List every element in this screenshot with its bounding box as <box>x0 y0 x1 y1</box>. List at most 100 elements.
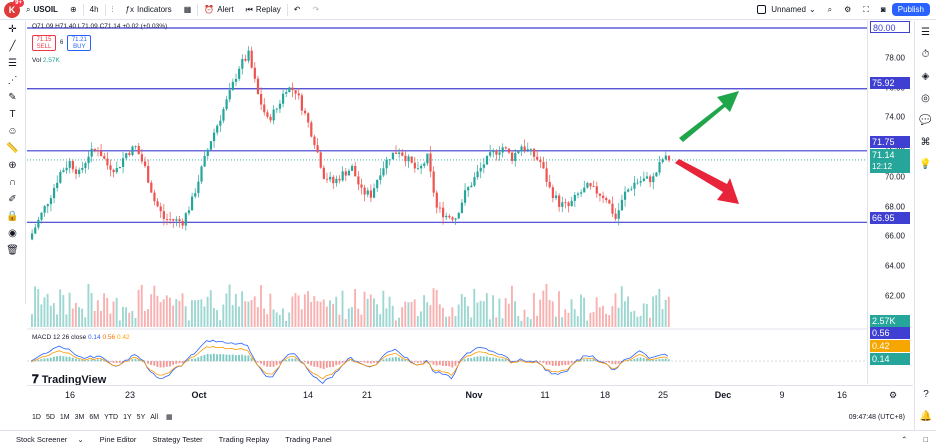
price-axis[interactable]: 62.0064.0066.0068.0070.0072.0074.0076.00… <box>867 21 913 384</box>
macd-histogram-bar <box>285 359 287 362</box>
magnet-icon[interactable]: ∩ <box>8 177 17 188</box>
eye-icon[interactable]: ◉ <box>8 228 17 239</box>
interval-button[interactable]: 4h <box>89 5 99 14</box>
lock-icon[interactable]: 🔒 <box>6 211 19 222</box>
candle-body <box>46 204 49 207</box>
snapshot-button[interactable]: ◙ <box>875 0 892 20</box>
publish-button[interactable]: Publish <box>891 3 930 16</box>
tab-stock-screener[interactable]: Stock Screener ⌄ <box>16 435 84 444</box>
stay-drawing-icon[interactable]: ✐ <box>8 194 17 205</box>
quick-search-button[interactable]: ⌕ <box>822 0 838 20</box>
range-5d[interactable]: 5D <box>45 413 55 421</box>
templates-button[interactable]: ▦ <box>178 0 198 20</box>
volume-bar <box>222 304 225 327</box>
candle-body <box>407 156 410 162</box>
chat-icon[interactable]: 💬 <box>919 114 932 126</box>
volume-bar <box>269 293 272 327</box>
candle-body <box>498 152 501 155</box>
macd-histogram-bar <box>372 361 375 363</box>
ruler-icon[interactable]: 📏 <box>6 143 19 154</box>
range-1y[interactable]: 1Y <box>123 413 132 421</box>
undo-button[interactable]: ↶ <box>288 0 307 20</box>
alert-button[interactable]: ⏰ Alert <box>204 5 234 14</box>
indicators-button[interactable]: ƒx Indicators <box>125 5 172 14</box>
volume-bar <box>595 297 598 327</box>
tab-trading-panel[interactable]: Trading Panel <box>285 435 332 444</box>
collapse-panel-icon[interactable]: ⌃ <box>901 435 908 444</box>
time-axis[interactable]: 16 23 Oct 14 21 Nov 11 18 25 Dec 9 16 ⚙ <box>27 385 913 407</box>
volume-bar <box>156 295 159 327</box>
volume-bar <box>159 302 162 327</box>
volume-bar <box>281 308 284 327</box>
range-6m[interactable]: 6M <box>89 413 100 421</box>
macd-histogram-bar <box>74 358 77 362</box>
date-range-icon[interactable]: ▦ <box>166 414 173 421</box>
watchlist-icon[interactable]: ☰ <box>921 26 930 38</box>
sell-button[interactable]: 71.15 SELL <box>32 35 56 51</box>
range-3m[interactable]: 3M <box>74 413 85 421</box>
redo-button[interactable]: ↷ <box>306 0 325 20</box>
range-ytd[interactable]: YTD <box>104 413 119 421</box>
candle-body <box>360 184 363 188</box>
fib-icon[interactable]: ☰ <box>8 58 17 69</box>
macd-histogram-bar <box>238 354 240 362</box>
user-avatar[interactable]: K 9+ <box>4 0 24 18</box>
buy-button[interactable]: 71.21 BUY <box>67 35 92 51</box>
trendline-icon[interactable]: ╱ <box>9 41 16 52</box>
chart-type-button[interactable]: ⫶ <box>106 0 120 20</box>
volume-bar <box>62 295 65 327</box>
maximize-panel-icon[interactable]: □ <box>923 435 928 444</box>
macd-histogram-bar <box>664 358 667 362</box>
candle-body <box>125 153 128 159</box>
volume-bar <box>394 320 397 327</box>
settings-button[interactable]: ⚙ <box>838 0 857 20</box>
fullscreen-button[interactable]: ⛶ <box>857 0 875 20</box>
text-icon[interactable]: T <box>9 109 16 120</box>
ideas-icon[interactable]: ⌘ <box>920 136 931 148</box>
macd-histogram-bar <box>561 361 564 366</box>
layers-icon[interactable]: ◈ <box>921 70 930 82</box>
macd-histogram-bar <box>68 356 71 362</box>
clock-icon[interactable]: ⏱ <box>921 48 930 60</box>
tab-trading-replay[interactable]: Trading Replay <box>218 435 270 444</box>
crosshair-icon[interactable]: ✛ <box>8 24 17 35</box>
clock-display[interactable]: 09:47:48 (UTC+8) <box>848 413 905 421</box>
tab-strategy-tester[interactable]: Strategy Tester <box>152 435 203 444</box>
layout-checkbox[interactable]: Unnamed ⌄ <box>751 0 821 20</box>
chevron-down-icon: ⌄ <box>808 5 816 14</box>
compare-button[interactable]: ⊕ <box>64 0 83 20</box>
zoom-icon[interactable]: ⊕ <box>8 160 17 171</box>
macd-histogram-bar <box>153 361 156 366</box>
bell-icon[interactable]: 🔔 <box>919 410 933 422</box>
symbol-search-button[interactable]: ⌕ USOIL <box>26 4 58 15</box>
help-icon[interactable]: ? <box>923 388 929 400</box>
target-icon[interactable]: ◎ <box>921 92 930 104</box>
pattern-icon[interactable]: ⋰ <box>7 75 18 86</box>
volume-bar <box>109 313 112 327</box>
range-all[interactable]: All <box>150 413 159 421</box>
emoji-icon[interactable]: ☺ <box>7 126 18 137</box>
macd-histogram-bar <box>212 353 215 362</box>
range-5y[interactable]: 5Y <box>136 413 146 421</box>
range-1m[interactable]: 1M <box>59 413 70 421</box>
lightbulb-icon[interactable]: 💡 <box>919 158 932 170</box>
axis-settings-icon[interactable]: ⚙ <box>889 390 898 400</box>
range-1d[interactable]: 1D <box>32 413 41 421</box>
volume-bar <box>209 290 212 327</box>
macd-histogram-bar <box>118 361 121 363</box>
volume-bar <box>300 309 303 327</box>
volume-bar <box>332 303 335 327</box>
time-label: Dec <box>714 390 732 400</box>
volume-bar <box>260 285 262 327</box>
trash-icon[interactable]: 🗑 <box>6 245 19 256</box>
gear-icon: ⚙ <box>844 5 852 14</box>
volume-bar <box>448 316 451 327</box>
price-chart[interactable] <box>27 21 867 384</box>
tab-pine-editor[interactable]: Pine Editor <box>99 435 137 444</box>
candle-body <box>34 227 37 234</box>
macd-histogram-bar <box>454 361 457 366</box>
volume-bar <box>325 306 328 327</box>
replay-button[interactable]: ⏮ Replay <box>245 4 281 15</box>
candle-body <box>238 68 241 79</box>
brush-icon[interactable]: ✎ <box>8 92 17 103</box>
